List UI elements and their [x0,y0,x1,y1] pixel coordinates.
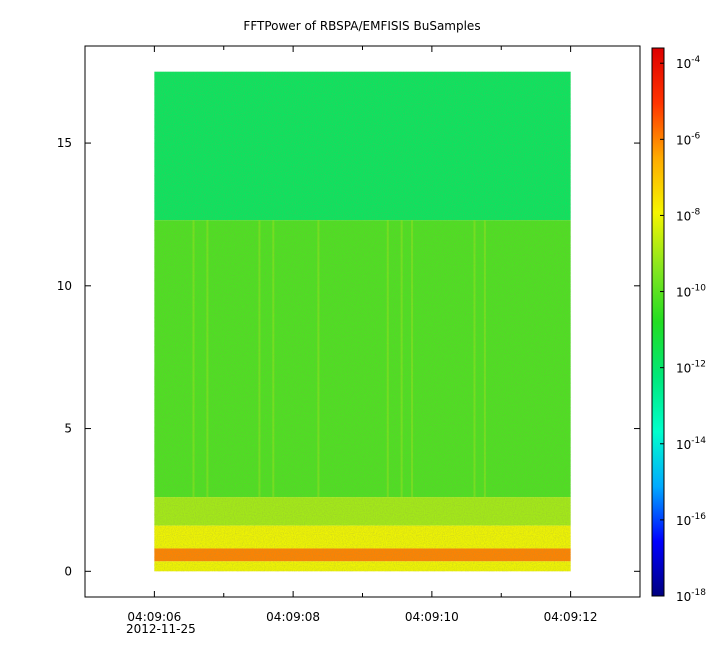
colorbar [651,47,665,597]
colorbar-tick-label: 10-10 [676,284,706,300]
y-tick-label: 5 [64,422,72,436]
x-tick-label: 04:09:10 [405,610,459,624]
x-date-label: 2012-11-25 [126,622,196,636]
heatmap-area [154,71,571,572]
colorbar-tick-label: 10-16 [676,512,706,528]
colorbar-tick-label: 10-18 [676,588,706,604]
x-tick-label: 04:09:12 [544,610,598,624]
colorbar-tick-label: 10-8 [676,207,701,223]
x-tick-label: 04:09:06 [127,610,181,624]
colorbar-tick-label: 10-4 [676,55,701,71]
x-tick-label: 04:09:08 [266,610,320,624]
y-tick-label: 10 [57,279,72,293]
chart-title: FFTPower of RBSPA/EMFISIS BuSamples [243,19,480,33]
y-tick-label: 0 [64,564,72,578]
x-axis: 04:09:06 04:09:08 04:09:10 04:09:12 [127,46,641,624]
colorbar-tick-label: 10-6 [676,131,701,147]
colorbar-tick-label: 10-12 [676,360,706,376]
heatmap-texture [154,71,571,572]
colorbar-ticks: 10-4 10-6 10-8 10-10 10-12 10-14 10-16 10-18 [660,55,706,604]
y-axis: 0 5 10 15 [57,136,640,578]
y-tick-label: 15 [57,136,72,150]
colorbar-tick-label: 10-14 [676,436,706,452]
